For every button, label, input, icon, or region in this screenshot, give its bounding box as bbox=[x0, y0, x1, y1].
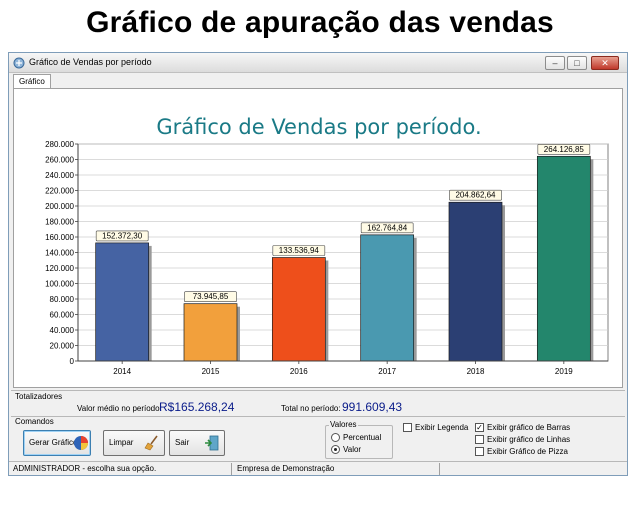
divider bbox=[11, 416, 625, 417]
app-icon bbox=[13, 57, 25, 69]
exibir-barras-label: Exibir gráfico de Barras bbox=[487, 423, 571, 432]
exit-label: Sair bbox=[175, 438, 190, 447]
y-tick-label: 120.000 bbox=[45, 264, 74, 273]
data-label-box bbox=[95, 230, 149, 242]
average-label: Valor médio no período: bbox=[77, 404, 162, 413]
y-tick-label: 20.000 bbox=[50, 342, 75, 351]
chart-title: Gráfico de Vendas por período. bbox=[156, 115, 481, 139]
generate-chart-label: Gerar Gráfico bbox=[29, 438, 78, 447]
clear-button[interactable]: Limpar bbox=[103, 430, 165, 456]
valores-group bbox=[325, 425, 393, 459]
data-label: 264.126,85 bbox=[544, 145, 585, 154]
data-label-box bbox=[184, 291, 237, 302]
checkbox-exibir-barras[interactable]: ✓ bbox=[475, 423, 484, 432]
status-bar: ADMINISTRADOR - escolha sua opção. Empre… bbox=[9, 461, 627, 475]
radio-valor[interactable] bbox=[331, 445, 340, 454]
bar bbox=[95, 242, 150, 362]
app-window: Gráfico de Vendas por período ‒ □ ✕ Gráf… bbox=[8, 52, 628, 476]
exit-button[interactable]: Sair bbox=[169, 430, 225, 456]
x-tick-label: 2014 bbox=[113, 367, 131, 376]
y-tick-label: 220.000 bbox=[45, 187, 74, 196]
bar bbox=[360, 234, 415, 362]
minimize-button[interactable]: ‒ bbox=[545, 56, 565, 70]
y-tick-label: 40.000 bbox=[50, 326, 75, 335]
bar bbox=[448, 201, 503, 362]
comandos-label: Comandos bbox=[15, 417, 54, 426]
checkbox-exibir-pizza[interactable] bbox=[475, 447, 484, 456]
data-label-box bbox=[537, 144, 591, 155]
totalizadores-label: Totalizadores bbox=[15, 392, 63, 401]
y-tick-label: 180.000 bbox=[45, 218, 74, 227]
page-heading: Gráfico de apuração das vendas bbox=[86, 6, 554, 39]
bar bbox=[183, 303, 238, 362]
x-tick-label: 2019 bbox=[555, 367, 573, 376]
radio-valor-label: Valor bbox=[343, 445, 362, 454]
broom-icon bbox=[144, 435, 158, 451]
y-tick-label: 240.000 bbox=[45, 171, 74, 180]
x-tick-label: 2018 bbox=[467, 367, 485, 376]
data-label-box bbox=[449, 189, 502, 201]
window-title: Gráfico de Vendas por período bbox=[29, 57, 152, 67]
x-tick-label: 2017 bbox=[378, 367, 396, 376]
data-label: 73.945,85 bbox=[193, 292, 229, 301]
x-tick-label: 2016 bbox=[290, 367, 308, 376]
data-label: 162.764,84 bbox=[367, 223, 408, 232]
y-tick-label: 100.000 bbox=[45, 280, 74, 289]
checkbox-exibir-legenda[interactable] bbox=[403, 423, 412, 432]
y-tick-label: 80.000 bbox=[50, 295, 75, 304]
sales-bar-chart: Gráfico de Vendas por período. 0 20.000 40.… bbox=[45, 115, 609, 376]
bar bbox=[271, 257, 326, 362]
exit-door-icon bbox=[205, 435, 219, 451]
exibir-linhas-label: Exibir gráfico de Linhas bbox=[487, 435, 571, 444]
tab-grafico[interactable]: Gráfico bbox=[13, 74, 51, 88]
y-tick-label: 260.000 bbox=[45, 156, 74, 165]
data-label: 133.536,94 bbox=[279, 246, 320, 255]
title-bar[interactable]: Gráfico de Vendas por período ‒ □ ✕ bbox=[9, 53, 627, 73]
radio-percentual[interactable] bbox=[331, 433, 340, 442]
y-tick-label: 280.000 bbox=[45, 140, 74, 149]
generate-chart-button[interactable]: Gerar Gráfico bbox=[23, 430, 91, 456]
exibir-pizza-label: Exibir Gráfico de Pizza bbox=[487, 447, 568, 456]
divider bbox=[11, 390, 625, 391]
x-tick-label: 2015 bbox=[202, 367, 220, 376]
status-divider bbox=[231, 463, 232, 475]
status-company: Empresa de Demonstração bbox=[237, 464, 335, 473]
valores-label: Valores bbox=[329, 420, 358, 429]
data-label: 204.862,64 bbox=[455, 191, 496, 200]
y-tick-label: 160.000 bbox=[45, 233, 74, 242]
total-value: 991.609,43 bbox=[342, 400, 403, 414]
y-tick-label: 0 bbox=[70, 357, 75, 366]
close-button[interactable]: ✕ bbox=[591, 56, 619, 70]
status-user: ADMINISTRADOR - escolha sua opção. bbox=[13, 464, 157, 473]
data-label-box bbox=[360, 222, 414, 234]
checkbox-exibir-linhas[interactable] bbox=[475, 435, 484, 444]
maximize-button[interactable]: □ bbox=[567, 56, 587, 70]
data-label-box bbox=[272, 245, 326, 256]
status-divider bbox=[439, 463, 440, 475]
y-tick-label: 140.000 bbox=[45, 249, 74, 258]
data-label: 152.372,30 bbox=[102, 231, 143, 240]
bar bbox=[536, 155, 591, 362]
average-value: R$165.268,24 bbox=[159, 400, 235, 414]
clear-label: Limpar bbox=[109, 438, 134, 447]
chart-panel: Gráfico de Vendas por período. 0 20.000 40.… bbox=[13, 88, 623, 388]
total-label: Total no período: bbox=[281, 404, 341, 413]
y-tick-label: 60.000 bbox=[50, 311, 75, 320]
chart-globe-icon bbox=[74, 436, 88, 450]
y-tick-label: 200.000 bbox=[45, 202, 74, 211]
radio-percentual-label: Percentual bbox=[343, 433, 382, 442]
exibir-legenda-label: Exibir Legenda bbox=[415, 423, 469, 432]
